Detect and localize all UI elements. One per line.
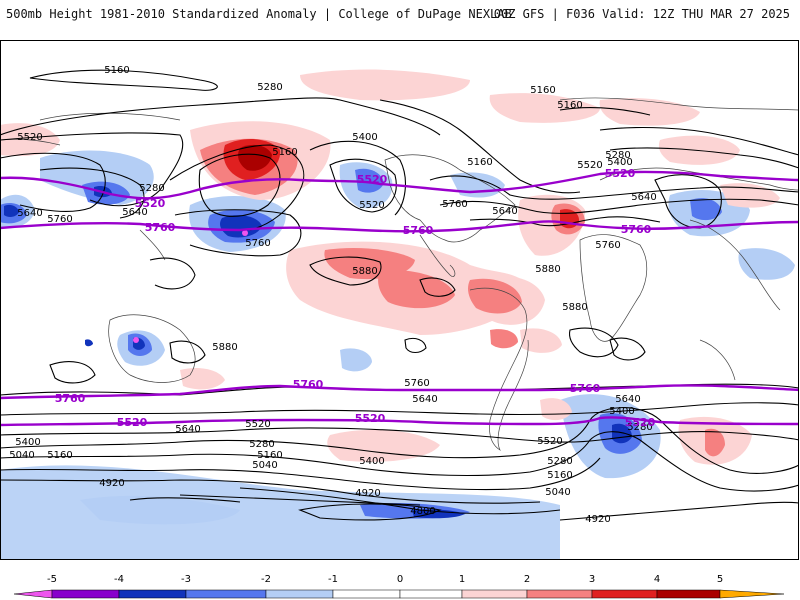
model-valid-time: 00Z GFS | F036 Valid: 12Z THU MAR 27 202…	[493, 7, 790, 21]
contour-label: 5280	[627, 422, 652, 433]
contour-label: 5280	[257, 82, 282, 93]
contour-label: 5640	[412, 394, 437, 405]
colorbar-tick: 3	[589, 574, 595, 585]
highlight-label: 5760	[293, 378, 324, 391]
contour-label: 5640	[122, 207, 147, 218]
contour-label: 5640	[631, 192, 656, 203]
highlight-label: 5760	[145, 221, 176, 234]
colorbar-tick: 2	[524, 574, 530, 585]
header: 500mb Height 1981-2010 Standardized Anom…	[0, 0, 800, 30]
colorbar-tick: -1	[328, 574, 338, 585]
contour-label: 4920	[99, 478, 124, 489]
anomaly-map: 5160 5280 5160 5160 5280 5520 5160 5520 …	[0, 40, 799, 560]
anomaly-shading	[0, 69, 795, 560]
contour-label: 4920	[355, 488, 380, 499]
colorbar-tick: -2	[261, 574, 271, 585]
highlight-label: 5520	[355, 412, 386, 425]
map-title: 500mb Height 1981-2010 Standardized Anom…	[6, 7, 512, 21]
highlight-label: 5760	[55, 392, 86, 405]
contour-label: 5760	[595, 240, 620, 251]
contour-label: 5040	[9, 450, 34, 461]
colorbar-tick: 1	[459, 574, 465, 585]
contour-label: 5040	[545, 487, 570, 498]
contour-label: 5640	[492, 206, 517, 217]
colorbar-tick: -4	[114, 574, 124, 585]
contour-label: 5160	[547, 470, 572, 481]
contour-label: 5760	[442, 199, 467, 210]
colorbar: -5 -4 -3 -2 -1 0 1 2 3 4 5	[13, 574, 785, 599]
contour-label: 5280	[139, 183, 164, 194]
colorbar-tick: -5	[47, 574, 57, 585]
contour-label: 5160	[557, 100, 582, 111]
highlight-label: 5520	[605, 167, 636, 180]
contour-label: 5640	[615, 394, 640, 405]
colorbar-tick: 5	[717, 574, 723, 585]
contour-label: 5160	[47, 450, 72, 461]
contour-label: 5880	[562, 302, 587, 313]
contour-label: 5400	[609, 406, 634, 417]
contour-label: 5160	[467, 157, 492, 168]
contour-label: 4800	[410, 506, 435, 517]
contour-label: 5640	[17, 208, 42, 219]
highlight-label: 5760	[570, 382, 601, 395]
contour-label: 5400	[352, 132, 377, 143]
colorbar-ticks: -5 -4 -3 -2 -1 0 1 2 3 4 5	[47, 574, 723, 585]
contour-label: 5280	[605, 150, 630, 161]
contour-label: 5520	[359, 200, 384, 211]
contour-label: 5760	[404, 378, 429, 389]
highlight-label: 5520	[357, 173, 388, 186]
contour-label: 5160	[257, 450, 282, 461]
contour-label: 5760	[47, 214, 72, 225]
colorbar-tick: 0	[397, 574, 403, 585]
contour-label: 5040	[252, 460, 277, 471]
contour-label: 5520	[537, 436, 562, 447]
contour-label: 5880	[212, 342, 237, 353]
highlight-label: 5760	[403, 224, 434, 237]
contour-label: 5880	[352, 266, 377, 277]
highlight-label: 5520	[117, 416, 148, 429]
contour-labels: 5160 5280 5160 5160 5280 5520 5160 5520 …	[9, 65, 656, 525]
contour-label: 5520	[577, 160, 602, 171]
contour-label: 5640	[175, 424, 200, 435]
highlight-label: 5520	[625, 416, 656, 429]
contour-label: 5880	[535, 264, 560, 275]
contour-label: 5400	[607, 157, 632, 168]
highlight-label: 5520	[135, 197, 166, 210]
contour-label: 5160	[104, 65, 129, 76]
contour-label: 4920	[585, 514, 610, 525]
colorbar-tick: 4	[654, 574, 660, 585]
contour-label: 5760	[245, 238, 270, 249]
colorbar-swatches	[13, 589, 785, 599]
contour-label: 5400	[15, 437, 40, 448]
highlight-label: 5760	[621, 223, 652, 236]
colorbar-tick: -3	[181, 574, 191, 585]
contour-label: 5520	[17, 132, 42, 143]
contour-label: 5160	[530, 85, 555, 96]
contour-label: 5280	[547, 456, 572, 467]
contour-label: 5280	[249, 439, 274, 450]
contour-label: 5160	[272, 147, 297, 158]
contour-label: 5400	[359, 456, 384, 467]
highlight-contours	[0, 170, 799, 427]
contour-label: 5520	[245, 419, 270, 430]
